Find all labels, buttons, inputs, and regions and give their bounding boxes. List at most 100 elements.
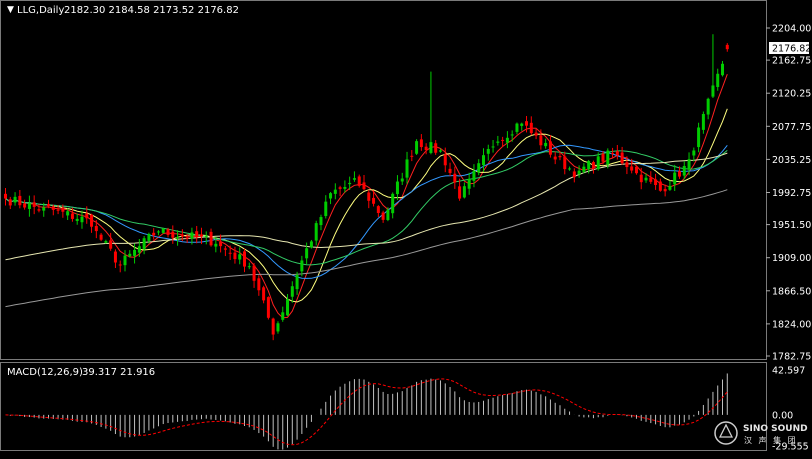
- price-tick-label: 2077.75: [772, 122, 811, 133]
- candle-body: [238, 254, 242, 260]
- candle: [357, 174, 361, 188]
- candle-body: [448, 168, 452, 173]
- macd-axis: 42.597 0.00 -29.555: [772, 366, 809, 453]
- candle: [438, 148, 442, 153]
- candle: [176, 230, 180, 246]
- candle: [180, 229, 184, 242]
- candle: [716, 68, 720, 91]
- candle: [448, 162, 452, 176]
- candle: [152, 228, 156, 240]
- candle-body: [70, 213, 74, 219]
- candle: [324, 195, 328, 219]
- candle: [496, 135, 500, 146]
- candle-body: [329, 193, 333, 199]
- candle: [295, 271, 299, 295]
- candle: [262, 285, 266, 304]
- candle: [243, 248, 246, 273]
- candle: [510, 130, 514, 142]
- candle-body: [591, 162, 595, 169]
- candle: [515, 122, 519, 135]
- candle-body: [113, 251, 117, 263]
- candle-body: [142, 238, 146, 250]
- candle-body: [209, 231, 213, 246]
- candle-body: [563, 156, 567, 170]
- candle-body: [553, 156, 557, 160]
- candle-body: [27, 203, 31, 209]
- candle: [47, 199, 51, 209]
- candle-body: [219, 241, 223, 247]
- candle-body: [99, 234, 103, 240]
- candle-body: [18, 195, 22, 206]
- candle-body: [348, 182, 352, 185]
- candle: [376, 205, 380, 218]
- candle: [639, 167, 643, 190]
- timeframe-dropdown-icon[interactable]: ▼: [7, 5, 14, 15]
- candle-body: [4, 193, 7, 199]
- candle-body: [190, 232, 194, 239]
- candle: [195, 225, 199, 244]
- candle: [367, 189, 371, 209]
- candle-body: [520, 123, 524, 126]
- candle-body: [128, 253, 132, 257]
- candle-body: [109, 240, 113, 249]
- candle-body: [152, 232, 156, 236]
- candle: [352, 171, 356, 182]
- macd-values: 39.317 21.916: [82, 367, 155, 378]
- candle: [338, 185, 342, 197]
- candle: [525, 115, 529, 133]
- candle-body: [228, 252, 232, 254]
- candle-body: [515, 123, 519, 132]
- candle: [56, 204, 60, 215]
- candle-body: [544, 142, 548, 147]
- candle: [644, 173, 648, 183]
- candle: [491, 139, 495, 153]
- ohlc-readout: 2182.30 2184.58 2173.52 2176.82: [64, 5, 239, 16]
- price-tick-label: 2162.75: [772, 56, 811, 67]
- macd-tick-label: 42.597: [772, 366, 805, 377]
- symbol-label: LLG,Daily: [17, 5, 64, 16]
- candle: [290, 281, 294, 303]
- candle: [568, 166, 572, 171]
- candle: [128, 250, 132, 258]
- candle-body: [266, 297, 270, 318]
- candle-body: [271, 318, 275, 335]
- candle: [443, 147, 447, 173]
- candle: [711, 34, 715, 98]
- candle-body: [429, 142, 433, 153]
- candle-body: [706, 98, 710, 115]
- candle: [658, 178, 662, 192]
- candle: [520, 122, 524, 131]
- candle: [233, 246, 237, 264]
- candle-body: [233, 252, 237, 260]
- candle: [558, 151, 562, 161]
- ma-line-ma-yellow: [5, 108, 728, 303]
- candle: [343, 180, 347, 193]
- sino-sound-logo: SINO SOUND 汉 声 集 团: [714, 421, 808, 445]
- candle-body: [314, 223, 318, 241]
- candle-body: [644, 177, 648, 181]
- candle-body: [639, 174, 643, 183]
- candle: [563, 151, 567, 175]
- candle: [601, 150, 605, 165]
- candle-body: [611, 152, 615, 154]
- candle: [529, 116, 533, 136]
- candle-body: [453, 173, 457, 183]
- candle: [257, 275, 261, 296]
- candle: [94, 220, 98, 239]
- candle-body: [634, 166, 638, 174]
- candle-body: [137, 246, 141, 253]
- price-axis: 2204.00 2162.75 2120.25 2077.75 2035.25 1992.…: [772, 24, 811, 363]
- candle-body: [305, 248, 309, 259]
- ma-line-ma-long1: [5, 152, 728, 261]
- candle: [51, 204, 55, 216]
- candle-body: [601, 153, 605, 162]
- candle-body: [697, 127, 701, 148]
- candle-body: [295, 274, 299, 290]
- candle: [634, 165, 638, 175]
- price-panel-frame: [0, 0, 767, 360]
- candle: [109, 232, 113, 251]
- candle-body: [94, 225, 98, 232]
- candle-body: [649, 177, 653, 182]
- candle: [539, 129, 543, 150]
- price-tick-label: 1782.75: [772, 352, 811, 363]
